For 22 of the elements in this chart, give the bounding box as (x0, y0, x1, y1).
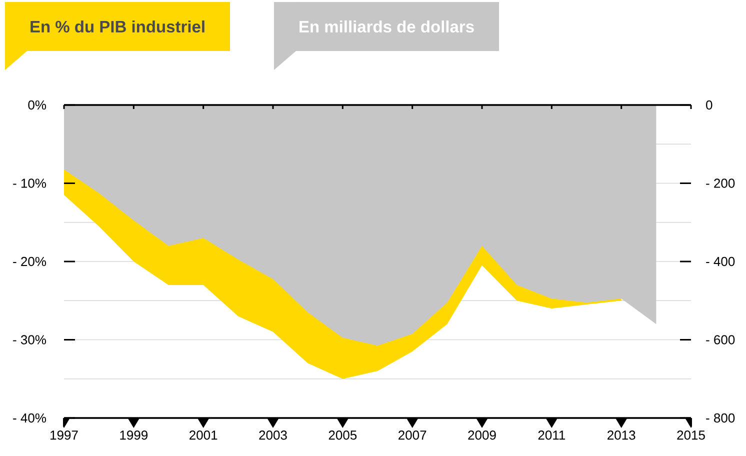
y2-tick-label: - 800 (706, 413, 735, 423)
y2-tick-label: - 600 (706, 335, 735, 344)
y-tick-label: - 20% (13, 256, 46, 266)
x-tick-label: 1997 (50, 430, 78, 440)
text: En milliards de dollars (300, 20, 474, 33)
y2-tick-label: - 200 (706, 178, 735, 188)
y-tick-label: 0% (28, 100, 46, 110)
x-tick-label: 1999 (120, 430, 148, 440)
x-tick-label: 2011 (538, 430, 566, 440)
x-tick-label: 2001 (190, 430, 218, 440)
y-tick-label: - 30% (13, 335, 46, 344)
y2-tick-label: - 400 (706, 256, 735, 266)
x-tick-label: 2003 (259, 430, 287, 440)
y-tick-label: - 10% (13, 178, 46, 188)
x-tick-label: 2007 (398, 430, 426, 440)
x-tick-label: 2009 (468, 430, 496, 440)
text: En % du PIB industriel (30, 20, 204, 33)
x-tick-label: 2005 (328, 430, 357, 440)
x-tick-label: 2015 (677, 430, 705, 440)
y-tick-label: - 40% (13, 413, 46, 423)
y2-tick-label: 0 (706, 100, 712, 110)
x-tick-label: 2013 (608, 430, 636, 440)
